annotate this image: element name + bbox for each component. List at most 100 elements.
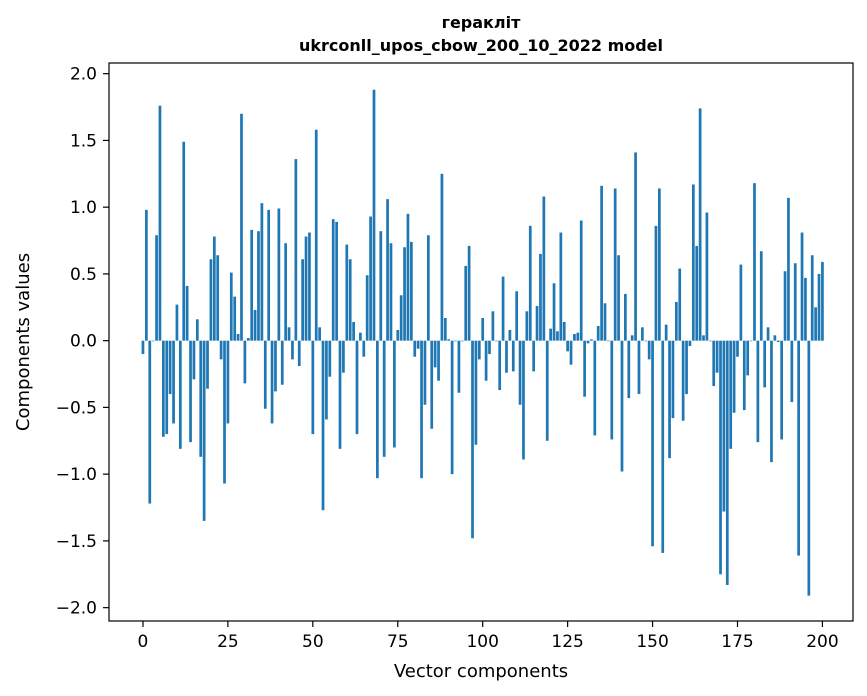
bar-component-112 [522, 340, 525, 460]
bar-component-56 [331, 219, 335, 341]
bar-component-114 [528, 225, 532, 341]
bar-component-59 [342, 340, 345, 373]
bar-component-97 [471, 340, 474, 539]
bar-component-91 [450, 340, 454, 475]
bar-component-10 [175, 304, 179, 341]
bar-component-85 [430, 340, 434, 429]
bar-component-103 [491, 311, 495, 341]
x-tick-label: 50 [302, 632, 324, 652]
bar-component-1 [145, 209, 148, 341]
bar-component-131 [586, 340, 590, 344]
bar-component-199 [817, 273, 821, 341]
y-tick-label: −2.0 [56, 599, 97, 619]
bar-component-20 [209, 259, 213, 341]
bar-component-38 [270, 340, 274, 424]
y-axis-ticks: −2.0 −1.5 −1.0 −0.5 0.0 0.5 1.0 1.5 2.0 [56, 65, 109, 619]
bar-component-176 [739, 264, 743, 341]
bar-component-152 [658, 188, 661, 341]
bar-component-30 [243, 340, 247, 384]
bar-component-124 [562, 321, 566, 341]
bar-component-139 [613, 188, 617, 341]
bar-component-107 [505, 340, 508, 373]
bar-component-7 [165, 340, 169, 435]
bar-component-86 [433, 340, 437, 368]
bar-component-92 [454, 340, 457, 342]
bar-component-159 [681, 340, 685, 421]
bar-component-74 [393, 340, 396, 448]
bar-component-87 [437, 340, 440, 381]
bar-component-183 [763, 340, 767, 388]
x-axis-ticks: 0 25 50 75 100 125 150 175 200 [138, 621, 839, 652]
bar-component-24 [223, 340, 226, 484]
bar-component-182 [759, 251, 763, 341]
bar-component-93 [457, 340, 461, 393]
bar-component-61 [348, 259, 352, 341]
bar-component-170 [719, 340, 722, 575]
bar-component-195 [804, 277, 807, 341]
bar-component-21 [212, 236, 216, 341]
x-tick-label: 25 [217, 632, 239, 652]
bar-component-25 [226, 340, 230, 424]
bar-component-123 [559, 232, 563, 341]
bar-component-35 [260, 203, 264, 341]
bar-component-154 [664, 324, 668, 341]
y-tick-label: −0.5 [56, 398, 97, 418]
bar-component-6 [162, 340, 165, 437]
bar-component-84 [426, 235, 430, 341]
bar-component-168 [712, 340, 716, 387]
bar-component-80 [413, 340, 417, 357]
bar-component-48 [304, 236, 308, 341]
bar-component-4 [155, 235, 158, 341]
bar-component-65 [362, 340, 366, 357]
bar-component-73 [389, 243, 393, 341]
bar-component-63 [355, 340, 359, 435]
bar-component-177 [742, 340, 746, 411]
bar-component-165 [702, 335, 705, 341]
bar-component-3 [151, 340, 155, 342]
bar-component-157 [674, 301, 678, 341]
bar-component-129 [579, 220, 583, 341]
x-tick-label: 100 [466, 632, 498, 652]
bar-component-34 [257, 231, 260, 341]
y-axis-label: Components values [13, 253, 34, 431]
bar-component-128 [576, 332, 580, 341]
bar-component-40 [277, 208, 281, 341]
bar-component-83 [423, 340, 427, 405]
bar-component-0 [141, 340, 145, 355]
bar-component-143 [627, 340, 631, 399]
x-tick-label: 125 [551, 632, 583, 652]
bar-component-156 [671, 340, 675, 419]
bar-component-2 [148, 340, 152, 504]
bar-component-180 [753, 183, 756, 341]
bar-component-133 [593, 340, 597, 436]
bar-component-116 [535, 305, 539, 341]
bar-component-50 [311, 340, 315, 435]
bar-component-200 [821, 261, 824, 341]
bar-component-58 [338, 340, 342, 449]
bar-component-171 [722, 340, 726, 512]
bar-component-78 [406, 213, 410, 341]
bar-component-109 [511, 340, 515, 372]
chart-subtitle: ukrconll_upos_cbow_200_10_2022 model [299, 36, 663, 55]
bar-component-77 [403, 247, 406, 341]
bar-component-147 [641, 327, 644, 341]
bar-component-76 [399, 295, 403, 341]
bar-component-89 [443, 317, 447, 341]
bar-component-27 [233, 296, 237, 341]
bar-component-174 [732, 340, 736, 413]
bar-component-167 [708, 340, 712, 342]
bar-component-43 [287, 327, 291, 341]
bar-component-140 [617, 255, 620, 341]
bar-component-29 [240, 113, 243, 341]
bar-component-69 [376, 340, 379, 479]
bar-component-136 [603, 303, 607, 341]
bar-component-151 [654, 225, 658, 341]
bar-component-113 [525, 311, 529, 341]
bar-component-166 [705, 212, 709, 341]
bar-component-31 [246, 338, 250, 341]
bar-component-137 [607, 340, 610, 342]
x-axis-label: Vector components [394, 661, 568, 682]
bar-component-45 [294, 159, 298, 341]
bar-component-150 [651, 340, 654, 547]
